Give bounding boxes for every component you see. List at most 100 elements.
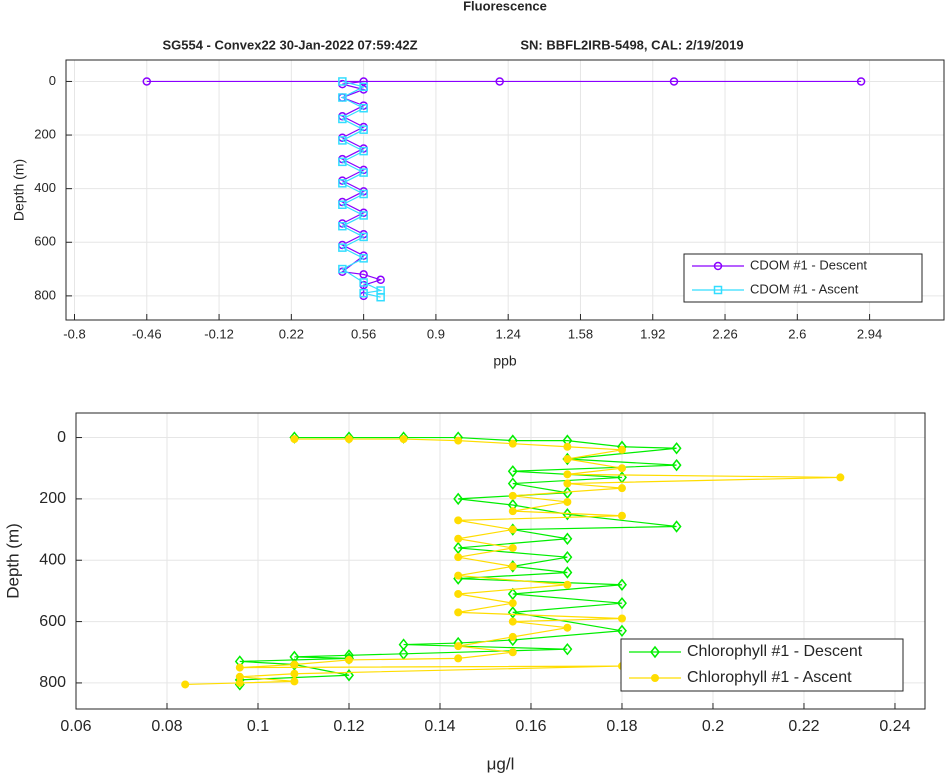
- data-point: [562, 532, 573, 545]
- data-point: [671, 458, 682, 472]
- x-tick-label: 2.26: [712, 326, 737, 341]
- data-point: [508, 543, 517, 552]
- legend-box: [620, 638, 904, 692]
- x-tick-label: -0.46: [132, 326, 162, 341]
- data-point: [290, 660, 299, 669]
- x-tick-label: 1.58: [568, 326, 593, 341]
- data-point: [507, 465, 518, 478]
- data-point: [454, 553, 463, 562]
- data-point: [563, 470, 572, 479]
- x-tick-label: 0.06: [60, 718, 91, 735]
- data-point: [453, 492, 464, 506]
- x-tick-label: 0.24: [879, 718, 910, 735]
- legend-label: Chlorophyll #1 - Descent: [687, 643, 863, 660]
- x-tick-label: 0.08: [151, 718, 182, 735]
- x-tick-label: 0.9: [427, 326, 445, 341]
- x-tick-label: 2.94: [857, 326, 882, 341]
- data-point: [359, 288, 368, 298]
- data-point: [338, 243, 347, 252]
- y-tick-label: 400: [34, 180, 56, 195]
- data-point: [617, 445, 626, 454]
- legend-label: Chlorophyll #1 - Ascent: [687, 669, 852, 686]
- y-tick-label: 400: [39, 551, 66, 568]
- y-tick-label: 600: [34, 234, 56, 249]
- data-point: [359, 146, 368, 156]
- x-tick-label: 0.18: [606, 718, 637, 735]
- data-point: [508, 599, 517, 608]
- data-point: [562, 642, 573, 656]
- data-point: [399, 435, 408, 444]
- data-point: [836, 473, 845, 482]
- data-point: [454, 516, 463, 525]
- data-point: [669, 77, 679, 86]
- data-point: [454, 571, 463, 580]
- data-point: [617, 596, 627, 610]
- x-tick-label: -0.12: [204, 326, 234, 341]
- legend-marker: [650, 645, 660, 659]
- data-point: [507, 477, 518, 490]
- data-point: [359, 82, 368, 92]
- x-axis-label: μg/l: [487, 754, 515, 773]
- y-tick-label: 0: [57, 429, 66, 446]
- data-point: [290, 435, 299, 444]
- data-point: [508, 632, 517, 641]
- x-tick-label: 0.56: [351, 326, 376, 341]
- data-point: [359, 254, 368, 263]
- x-tick-label: 0.2: [702, 718, 724, 735]
- data-point: [359, 270, 368, 279]
- data-point: [359, 278, 368, 287]
- data-point: [359, 77, 368, 86]
- data-point: [495, 77, 504, 86]
- data-point: [617, 464, 626, 473]
- data-point: [507, 587, 518, 601]
- data-point: [290, 677, 299, 686]
- data-point: [508, 562, 517, 571]
- x-tick-label: 1.92: [640, 326, 665, 341]
- axes-box: [75, 412, 926, 710]
- data-point: [338, 93, 347, 102]
- data-point: [508, 439, 517, 448]
- data-point: [562, 550, 573, 564]
- data-point: [338, 77, 347, 86]
- data-point: [617, 511, 626, 520]
- data-point: [359, 125, 368, 134]
- data-point: [181, 680, 190, 689]
- data-point: [338, 136, 347, 145]
- data-point: [359, 211, 368, 220]
- x-tick-label: -0.8: [63, 326, 85, 341]
- data-point: [563, 623, 572, 632]
- series-line: [185, 438, 841, 686]
- data-point: [338, 221, 347, 231]
- x-tick-label: 1.24: [496, 326, 521, 341]
- data-point: [508, 617, 517, 626]
- data-point: [454, 534, 463, 543]
- data-point: [235, 672, 244, 681]
- data-point: [359, 103, 368, 113]
- y-axis-label: Depth (m): [11, 159, 27, 221]
- data-point: [290, 669, 299, 678]
- data-point: [671, 442, 682, 455]
- data-point: [508, 525, 517, 534]
- y-tick-label: 200: [34, 126, 56, 141]
- data-point: [507, 606, 518, 619]
- data-point: [856, 77, 866, 86]
- data-point: [617, 484, 626, 493]
- legend-box: [683, 253, 923, 303]
- data-point: [562, 508, 573, 521]
- data-point: [359, 232, 368, 242]
- data-point: [235, 663, 244, 672]
- data-point: [338, 157, 347, 167]
- chart-title: Fluorescence: [463, 0, 547, 13]
- data-point: [563, 580, 572, 589]
- data-point: [359, 189, 368, 199]
- data-point: [338, 114, 347, 124]
- data-point: [454, 654, 463, 663]
- x-tick-label: 0.14: [424, 718, 455, 735]
- x-tick-label: 0.12: [333, 718, 364, 735]
- data-point: [563, 497, 572, 506]
- legend-label: CDOM #1 - Ascent: [750, 281, 859, 296]
- data-point: [453, 541, 464, 555]
- chart-subtitle: SG554 - Convex22 30-Jan-2022 07:59:42Z: [162, 37, 417, 52]
- data-point: [563, 479, 572, 488]
